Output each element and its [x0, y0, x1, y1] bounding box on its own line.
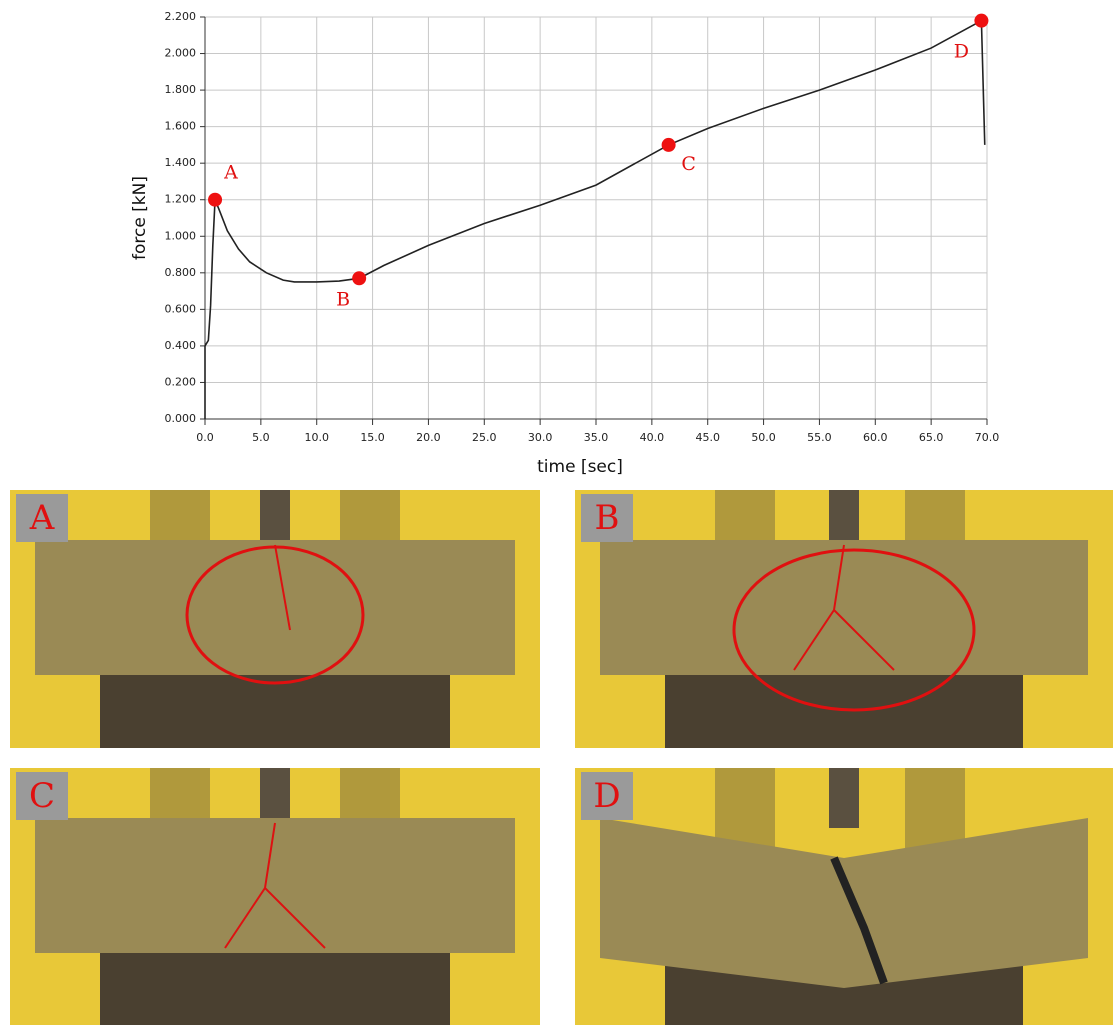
point-marker	[662, 138, 676, 152]
y-tick-label: 0.400	[165, 339, 197, 352]
beam	[35, 540, 515, 675]
x-tick-label: 15.0	[360, 431, 385, 444]
photo-panel: C	[10, 768, 540, 1025]
loading-pin	[829, 768, 859, 828]
x-tick-label: 55.0	[807, 431, 832, 444]
x-tick-label: 70.0	[975, 431, 1000, 444]
y-tick-label: 1.000	[165, 229, 197, 242]
y-tick-label: 0.200	[165, 375, 197, 388]
beam	[35, 818, 515, 953]
y-tick-label: 1.600	[165, 120, 197, 133]
y-tick-label: 1.400	[165, 156, 197, 169]
photo-label: D	[593, 776, 620, 816]
machine-base	[100, 945, 450, 1025]
x-tick-label: 0.0	[196, 431, 214, 444]
x-tick-label: 5.0	[252, 431, 270, 444]
point-label: B	[336, 288, 350, 310]
photo-label: A	[29, 498, 55, 538]
y-tick-label: 1.800	[165, 83, 197, 96]
x-tick-label: 65.0	[919, 431, 944, 444]
point-label: D	[954, 41, 969, 63]
photo-label: C	[29, 776, 55, 816]
chart: time [sec] force [kN] 0.000 0.200 0.400 0.6…	[0, 0, 1113, 1025]
y-tick-label: 2.200	[165, 10, 197, 23]
x-tick-label: 30.0	[528, 431, 553, 444]
photo-panel: A	[10, 490, 540, 748]
y-tick-label: 2.000	[165, 47, 197, 60]
point-marker	[974, 14, 988, 28]
machine-base	[665, 668, 1023, 748]
beam	[600, 540, 1088, 675]
x-tick-label: 40.0	[640, 431, 665, 444]
x-tick-label: 35.0	[584, 431, 609, 444]
point-label: C	[681, 153, 696, 175]
x-tick-label: 45.0	[695, 431, 720, 444]
y-tick-label: 0.800	[165, 266, 197, 279]
photo-label: B	[595, 498, 620, 538]
photo-panel: B	[575, 490, 1113, 748]
point-marker	[208, 193, 222, 207]
y-tick-label: 0.000	[165, 412, 197, 425]
x-tick-label: 50.0	[751, 431, 776, 444]
x-axis-label: time [sec]	[537, 457, 623, 477]
point-marker	[352, 271, 366, 285]
y-tick-label: 1.200	[165, 193, 197, 206]
x-tick-label: 20.0	[416, 431, 441, 444]
x-tick-label: 10.0	[304, 431, 329, 444]
y-axis-label: force [kN]	[130, 176, 150, 260]
x-tick-label: 25.0	[472, 431, 497, 444]
x-tick-label: 60.0	[863, 431, 888, 444]
y-tick-label: 0.600	[165, 302, 197, 315]
photo-panel: D	[575, 768, 1113, 1025]
machine-base	[100, 668, 450, 748]
point-label: A	[223, 162, 238, 184]
figure: time [sec] force [kN] 0.000 0.200 0.400 0.6…	[0, 0, 1113, 1025]
